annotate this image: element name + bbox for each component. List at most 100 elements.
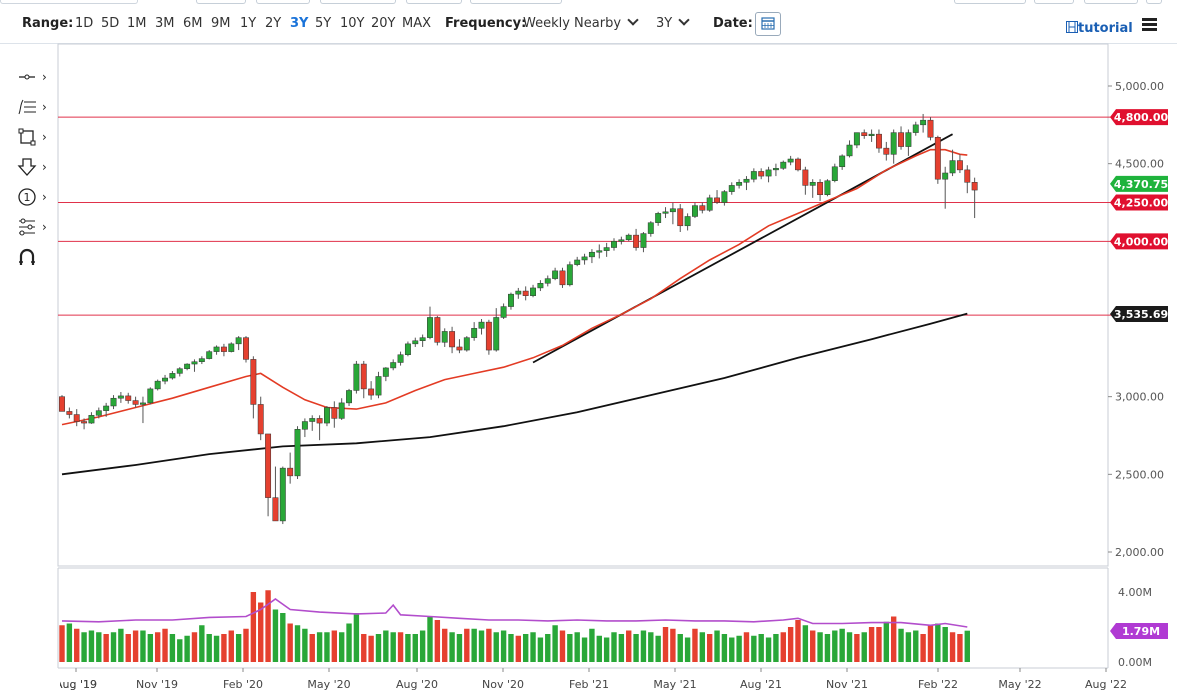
candle-body (412, 340, 419, 345)
date-picker-button[interactable] (755, 12, 781, 36)
candle (243, 336, 249, 363)
tutorial-link[interactable]: tutorial (1066, 20, 1133, 36)
candle-body (213, 346, 220, 352)
tab-stub[interactable] (1084, 0, 1138, 4)
tab-stub[interactable] (256, 0, 310, 4)
candle-body (552, 270, 559, 279)
range-button-20y[interactable]: 20Y (371, 16, 396, 31)
tab-stub[interactable] (954, 0, 1026, 4)
volume-bar (331, 630, 338, 662)
x-tick-label: Aug '19 (55, 678, 97, 691)
volume-bar (802, 625, 809, 662)
candle-body (964, 169, 971, 183)
range-button-max[interactable]: MAX (402, 16, 432, 31)
volume-tick-label: 0.00M (1118, 656, 1152, 669)
candle-body (861, 132, 868, 136)
candle-body (346, 390, 352, 404)
menu-icon[interactable] (1142, 18, 1157, 32)
drawing-tool-5[interactable]: › (14, 212, 54, 242)
candle (434, 315, 441, 346)
candle-body (228, 343, 235, 352)
volume-bar (324, 632, 330, 662)
tab-stub[interactable] (1034, 0, 1074, 4)
volume-bar (714, 630, 720, 662)
drawing-tool-3[interactable]: › (14, 152, 54, 182)
candle-body (162, 377, 168, 382)
period-select[interactable]: 3Y (656, 14, 690, 31)
tab-stub[interactable] (470, 0, 562, 4)
volume-bar (221, 634, 227, 662)
volume-bar (670, 628, 676, 662)
tab-stub[interactable] (406, 0, 462, 4)
candle (677, 204, 684, 233)
candle (765, 166, 772, 183)
range-button-3y[interactable]: 3Y (290, 16, 309, 31)
drawing-tool-6[interactable] (14, 242, 54, 272)
range-button-1y[interactable]: 1Y (240, 16, 257, 31)
x-tick-label: May '22 (998, 678, 1041, 691)
candle-body (817, 182, 824, 195)
candle-body (684, 216, 691, 227)
volume-bar (655, 635, 661, 662)
volume-bar (522, 634, 529, 662)
range-button-9m[interactable]: 9M (211, 16, 231, 31)
period-value: 3Y (656, 16, 673, 31)
price-panel-frame (57, 43, 1109, 567)
x-tick-label: May '20 (307, 678, 350, 691)
range-button-10y[interactable]: 10Y (340, 16, 365, 31)
candle (817, 179, 824, 201)
candle-body (515, 290, 522, 295)
candle-body (110, 397, 117, 407)
range-button-3m[interactable]: 3M (155, 16, 175, 31)
volume-bar (419, 630, 426, 662)
candle-body (743, 178, 750, 183)
candle (861, 129, 868, 139)
candle (471, 322, 478, 341)
candle-body (485, 321, 492, 351)
candle (500, 303, 507, 319)
tab-stub[interactable] (0, 0, 138, 4)
frequency-select[interactable]: Weekly Nearby (523, 14, 639, 31)
tab-stub[interactable] (1146, 0, 1162, 4)
chart-toolbar: Range: 1D 5D 1M 3M 6M 9M 1Y 2Y 3Y 5Y 10Y 20Y MAX Fre… (0, 10, 1177, 38)
candle (596, 244, 603, 259)
numbered-marker-icon: 1 (16, 187, 38, 207)
candle (603, 242, 610, 257)
candle-body (839, 155, 846, 168)
candle-body (419, 337, 426, 341)
candle-body (846, 144, 853, 157)
candle (110, 395, 117, 410)
candle-body (780, 161, 787, 169)
drawing-tool-4[interactable]: 1 › (14, 182, 54, 212)
candle (59, 395, 65, 412)
volume-bar (692, 628, 698, 662)
drawing-tool-2[interactable]: › (14, 122, 54, 152)
range-button-1d[interactable]: 1D (75, 16, 94, 31)
tab-stub[interactable] (320, 0, 396, 4)
candle-body (147, 388, 154, 404)
candle-body (655, 213, 662, 223)
tab-stub[interactable] (196, 0, 246, 4)
volume-bar (250, 592, 257, 662)
range-button-6m[interactable]: 6M (183, 16, 203, 31)
candle (147, 387, 154, 405)
candle (883, 141, 890, 161)
candle (368, 381, 375, 400)
range-button-5d[interactable]: 5D (101, 16, 120, 31)
level-price-badge: 4,000.00 (1110, 233, 1168, 250)
range-button-1m[interactable]: 1M (127, 16, 147, 31)
volume-bar (287, 623, 293, 662)
candle (853, 132, 860, 149)
volume-bar (96, 632, 102, 662)
drawing-tool-1[interactable]: › (14, 92, 54, 122)
candle-body (787, 158, 794, 163)
candle (588, 249, 595, 264)
range-button-5y[interactable]: 5Y (315, 16, 332, 31)
candle (478, 319, 485, 335)
drawing-tool-0[interactable]: › (14, 62, 54, 92)
range-button-2y[interactable]: 2Y (265, 16, 282, 31)
price-tick-label: 2,000.00 (1115, 546, 1164, 559)
film-icon (1066, 21, 1078, 33)
candle (721, 190, 728, 206)
